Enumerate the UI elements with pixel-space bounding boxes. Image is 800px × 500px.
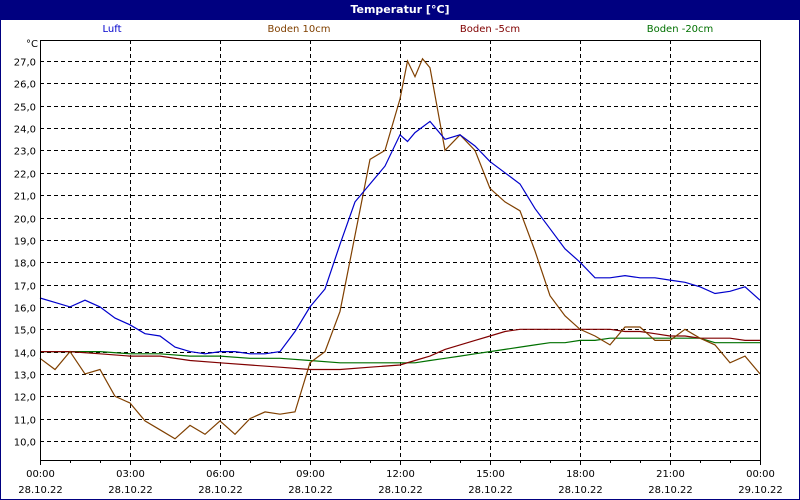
y-tick-label: 18,0 [14,259,36,270]
y-tick-label: 21,0 [14,192,36,203]
x-tick-date: 28.10.22 [558,485,603,496]
y-tick-label: 13,0 [14,371,36,382]
legend-item-boden-5cm: Boden -5cm [459,24,521,35]
y-tick-label: 17,0 [14,282,36,293]
x-tick-time: 00:00 [26,469,55,480]
x-tick-date: 28.10.22 [378,485,423,496]
plot-frame [40,40,761,461]
x-tick-date: 28.10.22 [108,485,153,496]
y-tick-label: 23,0 [14,147,36,158]
x-tick-date: 28.10.22 [18,485,63,496]
series-luft [39,120,761,355]
y-tick-label: 26,0 [14,80,36,91]
y-tick-label: 22,0 [14,170,36,181]
data-series [39,57,761,440]
y-tick-label: 11,0 [14,416,36,427]
x-tick-date: 29.10.22 [738,485,783,496]
x-axis-ticks: 00:00 28.10.22 03:00 28.10.22 06:00 28.10.22 0… [18,460,783,496]
y-axis-ticks: 10,0 11,0 12,0 13,0 14,0 15,0 16,0 17,0 18,0 19,0… [14,58,36,449]
y-axis-unit: °C [26,39,38,50]
y-tick-label: 12,0 [14,393,36,404]
x-tick-time: 18:00 [566,469,595,480]
legend-item-boden-20cm: Boden -20cm [646,24,714,35]
series-boden-10cm [39,57,761,440]
window-title: Temperatur [°C] [1,1,799,20]
y-tick-label: 15,0 [14,326,36,337]
x-tick-date: 28.10.22 [198,485,243,496]
y-tick-label: 20,0 [14,215,36,226]
series-boden-5cm [40,328,760,371]
y-tick-label: 24,0 [14,125,36,136]
y-tick-label: 16,0 [14,304,36,315]
x-tick-date: 28.10.22 [288,485,333,496]
x-tick-time: 03:00 [116,469,145,480]
legend-item-boden-10cm: Boden 10cm [267,24,331,35]
series-boden-20cm [40,337,760,364]
x-tick-time: 21:00 [656,469,685,480]
x-tick-date: 28.10.22 [468,485,513,496]
x-tick-time: 00:00 [746,469,775,480]
x-tick-time: 06:00 [206,469,235,480]
grid-lines [40,40,760,460]
y-tick-label: 25,0 [14,103,36,114]
x-tick-date: 28.10.22 [648,485,693,496]
y-tick-label: 19,0 [14,237,36,248]
x-tick-time: 09:00 [296,469,325,480]
y-tick-label: 27,0 [14,58,36,69]
x-tick-time: 12:00 [386,469,415,480]
y-tick-label: 10,0 [14,438,36,449]
y-tick-label: 14,0 [14,349,36,360]
legend-item-luft: Luft [102,24,122,35]
x-tick-time: 15:00 [476,469,505,480]
